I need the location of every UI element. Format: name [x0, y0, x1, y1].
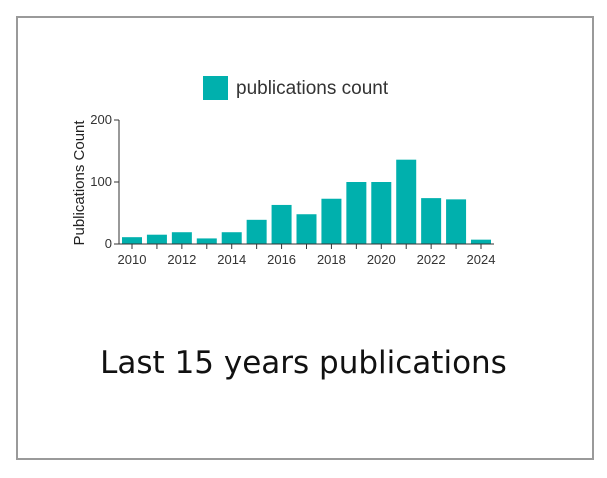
- bar-2017: [296, 214, 317, 244]
- y-axis-label: Publications Count: [71, 120, 88, 246]
- legend: publications count: [203, 76, 389, 100]
- bar-2020: [371, 182, 392, 244]
- y-tick-label: 0: [105, 236, 112, 251]
- bar-2015: [246, 219, 267, 244]
- legend-label: publications count: [236, 78, 389, 99]
- y-tick-label: 100: [90, 174, 112, 189]
- x-tick-label: 2016: [267, 252, 296, 267]
- bar-2018: [321, 198, 342, 244]
- bar-2014: [221, 232, 242, 244]
- bar-2021: [396, 159, 417, 244]
- x-tick-label: 2024: [467, 252, 496, 267]
- x-tick-label: 2020: [367, 252, 396, 267]
- legend-swatch: [203, 76, 228, 100]
- bar-2024: [471, 239, 491, 244]
- bar-2012: [171, 232, 192, 244]
- x-axis: 2010 2012 2014 2016 2018 2020 2022 2024: [118, 243, 496, 267]
- chart-caption: Last 15 years publications: [100, 345, 507, 381]
- bar-2019: [346, 182, 367, 244]
- bar-2023: [446, 199, 467, 244]
- bar-2013: [196, 238, 217, 244]
- x-tick-label: 2012: [167, 252, 196, 267]
- bar-2010: [122, 237, 142, 244]
- bar-2022: [421, 198, 442, 244]
- bars: [122, 159, 491, 244]
- bar-2011: [146, 234, 167, 244]
- x-tick-label: 2022: [417, 252, 446, 267]
- y-tick-label: 200: [90, 112, 112, 127]
- x-tick-label: 2010: [118, 252, 147, 267]
- y-axis: 0 100 200: [90, 112, 120, 251]
- x-tick-label: 2014: [217, 252, 246, 267]
- bar-2016: [271, 204, 292, 244]
- x-tick-label: 2018: [317, 252, 346, 267]
